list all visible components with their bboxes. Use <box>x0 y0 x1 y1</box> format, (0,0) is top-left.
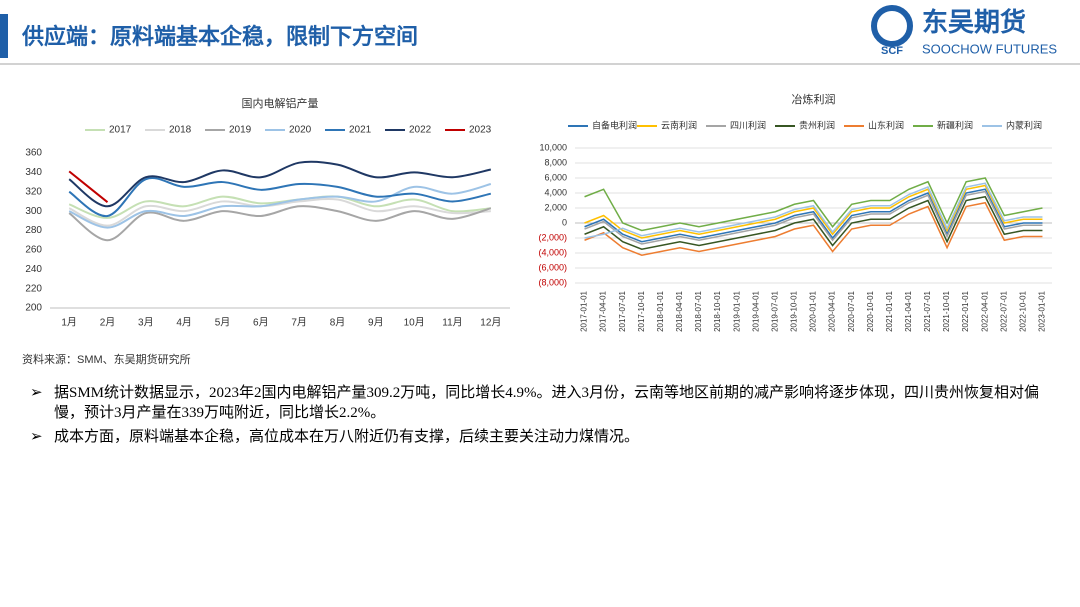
charts: 供应端：原料端基本企稳，限制下方空间 SCF 东吴期货 SOOCHOW FUTU… <box>0 5 1080 366</box>
x-tick-label: 11月 <box>442 317 462 329</box>
x-tick-label: 1月 <box>61 317 77 329</box>
y-tick-label: 260 <box>25 245 42 256</box>
x-tick-label: 2022-10-01 <box>1018 290 1027 331</box>
y-tick-label: 2,000 <box>544 202 567 212</box>
x-tick-label: 10月 <box>404 317 425 329</box>
x-tick-label: 2022-04-01 <box>980 290 989 331</box>
x-tick-label: 2019-10-01 <box>790 290 799 331</box>
legend-label: 云南利润 <box>661 119 697 130</box>
y-tick-label: 0 <box>562 217 567 227</box>
y-tick-label: (6,000) <box>538 262 567 272</box>
series-line <box>68 160 492 208</box>
x-tick-label: 6月 <box>253 317 269 329</box>
logo-name: 东吴期货 <box>922 7 1026 37</box>
x-tick-label: 2020-01-01 <box>809 290 818 331</box>
x-tick-label: 2021-04-01 <box>904 290 913 331</box>
source: 资料来源：SMM、东吴期货研究所 <box>22 352 191 366</box>
y-tick-label: 360 <box>25 148 42 159</box>
x-tick-label: 2018-01-01 <box>656 290 665 331</box>
y-tick-label: 280 <box>25 225 42 236</box>
x-tick-label: 9月 <box>368 317 384 329</box>
chart-title: 国内电解铝产量 <box>242 96 319 110</box>
bullet: ➢ 成本方面，原料端基本企稳，高位成本在万八附近仍有支撑，后续主要关注动力煤情况。 <box>30 427 1060 447</box>
series-line <box>584 190 1043 245</box>
legend-label: 山东利润 <box>868 119 904 130</box>
y-tick-label: 8,000 <box>544 157 567 167</box>
y-tick-label: 340 <box>25 167 42 178</box>
x-tick-label: 2019-07-01 <box>770 290 779 331</box>
x-tick-label: 2020-04-01 <box>828 290 837 331</box>
y-tick-label: (2,000) <box>538 232 567 242</box>
series-line <box>68 170 109 203</box>
series-line <box>584 184 1043 239</box>
series-line <box>584 201 1043 257</box>
bullet-text: 成本方面，原料端基本企稳，高位成本在万八附近仍有支撑，后续主要关注动力煤情况。 <box>54 429 640 445</box>
bullet-text: 据SMM统计数据显示，2023年2国内电解铝产量309.2万吨，同比增长4.9%… <box>54 385 1040 421</box>
series-line <box>584 195 1043 251</box>
x-tick-label: 2017-07-01 <box>618 290 627 331</box>
x-tick-label: 5月 <box>215 317 231 329</box>
x-tick-label: 2018-04-01 <box>675 290 684 331</box>
series-line <box>584 177 1043 232</box>
x-tick-label: 2023-01-01 <box>1038 290 1047 331</box>
logo-english: SOOCHOW FUTURES <box>922 41 1057 56</box>
x-tick-label: 12月 <box>480 317 501 329</box>
header-bar <box>0 14 8 58</box>
y-tick-label: 10,000 <box>539 142 567 152</box>
x-tick-label: 2022-07-01 <box>999 290 1008 331</box>
y-tick-label: (4,000) <box>538 247 567 257</box>
y-tick-label: 240 <box>25 264 42 275</box>
x-tick-label: 2021-01-01 <box>885 290 894 331</box>
series-line <box>68 197 491 227</box>
x-tick-label: 2018-10-01 <box>713 290 722 331</box>
y-tick-label: 300 <box>25 206 42 217</box>
x-tick-label: 8月 <box>330 317 346 329</box>
legend-label: 2017 <box>109 125 132 136</box>
x-tick-label: 3月 <box>138 317 154 329</box>
series-line <box>68 183 492 229</box>
x-tick-label: 2017-01-01 <box>580 290 589 331</box>
legend-label: 2022 <box>409 125 432 136</box>
legend-label: 新疆利润 <box>937 119 973 130</box>
legend-label: 自备电利润 <box>592 119 637 130</box>
y-tick-label: 200 <box>25 303 42 314</box>
y-tick-label: (8,000) <box>538 277 567 287</box>
y-tick-label: 6,000 <box>544 172 567 182</box>
x-tick-label: 2017-10-01 <box>637 290 646 331</box>
legend-label: 2019 <box>229 125 252 136</box>
x-tick-label: 2021-07-01 <box>923 290 932 331</box>
x-tick-label: 7月 <box>291 317 307 329</box>
x-tick-label: 2017-04-01 <box>599 290 608 331</box>
legend-label: 2020 <box>289 125 312 136</box>
x-tick-label: 2020-10-01 <box>866 290 875 331</box>
logo-icon <box>871 5 913 47</box>
x-tick-label: 2019-01-01 <box>732 290 741 331</box>
x-tick-label: 2021-10-01 <box>942 290 951 331</box>
series-line <box>68 177 492 217</box>
bullet: ➢ 据SMM统计数据显示，2023年2国内电解铝产量309.2万吨，同比增长4.9… <box>30 383 1060 423</box>
legend-label: 2023 <box>469 125 492 136</box>
legend-label: 四川利润 <box>730 119 766 130</box>
x-tick-label: 2019-04-01 <box>751 290 760 331</box>
y-tick-label: 220 <box>25 283 42 294</box>
header-title: 供应端：原料端基本企稳，限制下方空间 <box>21 24 418 49</box>
legend-label: 贵州利润 <box>799 119 835 130</box>
series-line <box>68 195 491 219</box>
legend-label: 2018 <box>169 125 192 136</box>
y-tick-label: 4,000 <box>544 187 567 197</box>
x-tick-label: 2022-01-01 <box>961 290 970 331</box>
logo-mark: SCF <box>881 45 903 57</box>
series-line <box>584 182 1043 239</box>
x-tick-label: 4月 <box>176 317 192 329</box>
x-tick-label: 2020-07-01 <box>847 290 856 331</box>
chart-title: 冶炼利润 <box>792 92 836 106</box>
legend-label: 2021 <box>349 125 372 136</box>
legend-label: 内蒙利润 <box>1006 119 1042 130</box>
x-tick-label: 2018-07-01 <box>694 290 703 331</box>
y-tick-label: 320 <box>25 186 42 197</box>
series-line <box>584 188 1043 243</box>
x-tick-label: 2月 <box>100 317 116 329</box>
series-line <box>68 205 492 242</box>
